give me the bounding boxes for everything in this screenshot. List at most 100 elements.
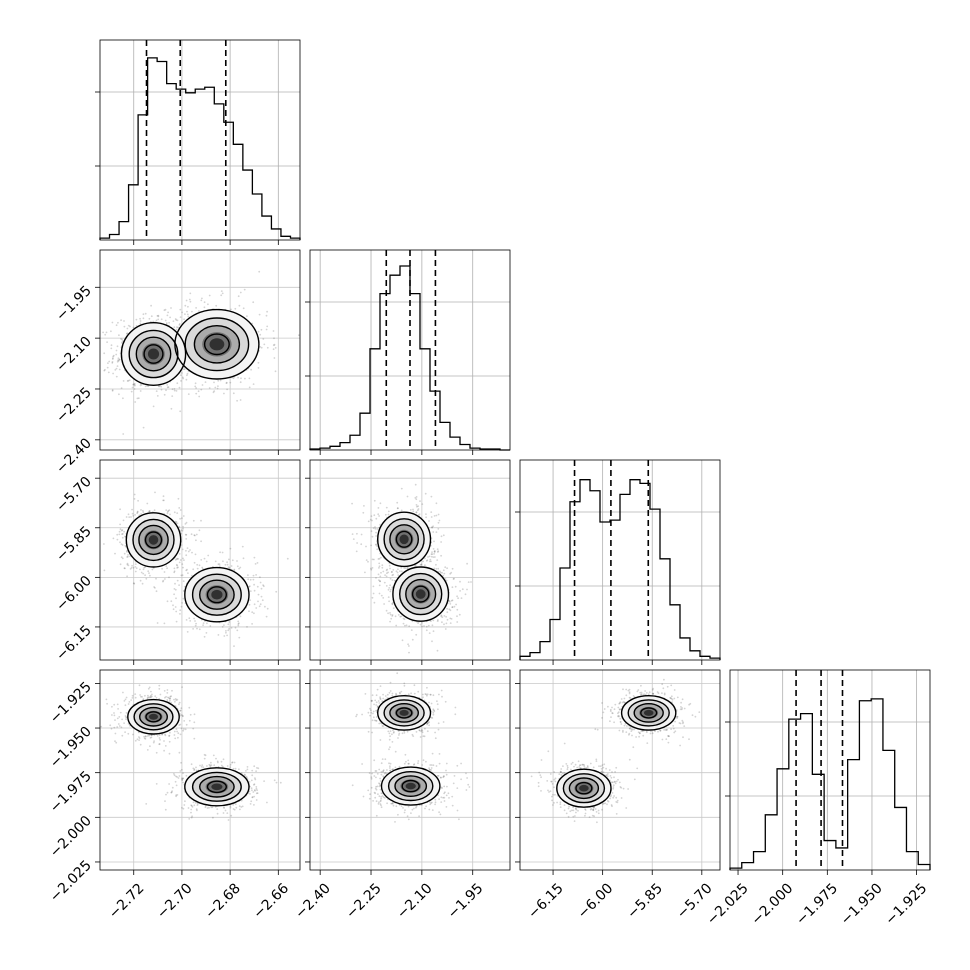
sample-point [126,562,129,565]
histogram-frame [99,39,301,241]
sample-point [119,528,122,531]
sample-point [248,386,251,389]
sample-point [214,386,217,389]
sample-point [143,735,145,738]
sample-point [127,564,130,567]
sample-point [239,291,242,294]
sample-point [156,622,159,624]
sample-point [250,800,253,803]
sample-point [139,743,142,746]
sample-point [162,580,164,583]
sample-point [116,703,119,706]
sample-point [197,390,200,393]
contour-line [191,771,242,802]
sample-point [147,687,150,690]
sample-point [194,382,197,385]
sample-point [182,525,184,528]
contour-line [174,308,260,380]
sample-point [149,745,151,748]
sample-point [203,557,206,560]
sample-point [163,309,166,312]
sample-point [203,635,206,638]
sample-point [218,565,221,568]
sample-point [200,765,203,768]
sample-point [262,585,265,588]
sample-point [139,322,142,325]
sample-point [220,764,223,767]
sample-point [150,315,153,318]
sample-point [150,304,152,307]
sample-point [234,767,237,770]
sample-point [249,578,252,581]
sample-point [116,726,119,728]
sample-point [110,330,112,333]
sample-point [134,570,137,573]
sample-point [138,731,140,734]
sample-point [232,392,235,395]
sample-point [118,716,121,718]
sample-point [114,369,117,371]
sample-point [428,560,431,563]
sample-point [193,617,195,620]
sample-point [153,586,155,588]
sample-point [121,718,123,721]
sample-point [225,382,228,384]
sample-point [174,520,177,523]
sample-point [169,731,171,734]
sample-point [177,736,179,739]
sample-point [124,715,127,717]
sample-point [123,552,126,555]
sample-point [222,812,225,814]
sample-point [360,543,363,546]
sample-point [163,740,165,742]
sample-point [239,566,242,569]
sample-point [298,334,300,337]
sample-point [113,703,116,706]
sample-point [179,770,182,772]
sample-point [380,556,382,559]
sample-point [182,597,185,600]
sample-point [226,634,228,637]
sample-point [195,808,198,810]
sample-point [201,566,204,569]
sample-point [182,566,184,569]
sample-point [388,564,391,567]
sample-point [134,739,137,742]
sample-point [133,388,136,390]
sample-point [432,531,435,533]
sample-point [232,767,235,770]
sample-point [142,572,145,575]
sample-point [121,341,123,344]
sample-point [164,745,167,747]
sample-point [186,631,189,633]
sample-point [181,777,184,780]
sample-point [433,550,436,552]
sample-point [168,697,171,700]
sample-point [198,628,201,631]
sample-point [118,358,121,361]
sample-point [233,645,235,647]
sample-point [194,553,197,556]
sample-point [193,768,196,771]
sample-point [123,722,125,724]
sample-point [142,698,145,700]
sample-point [403,567,406,569]
sample-point [266,346,269,349]
sample-point [173,571,176,574]
sample-point [175,390,178,392]
sample-point [251,796,254,799]
sample-point [146,735,149,737]
sample-point [230,308,232,311]
sample-point [147,696,150,699]
sample-point [370,530,373,533]
sample-point [376,548,379,551]
sample-point [131,508,133,511]
sample-point [367,560,369,563]
sample-point [387,571,389,574]
sample-point [116,345,119,348]
sample-point [222,560,224,563]
sample-point [151,568,154,571]
sample-point [201,567,204,570]
sample-point [127,513,130,516]
sample-point [229,381,232,384]
